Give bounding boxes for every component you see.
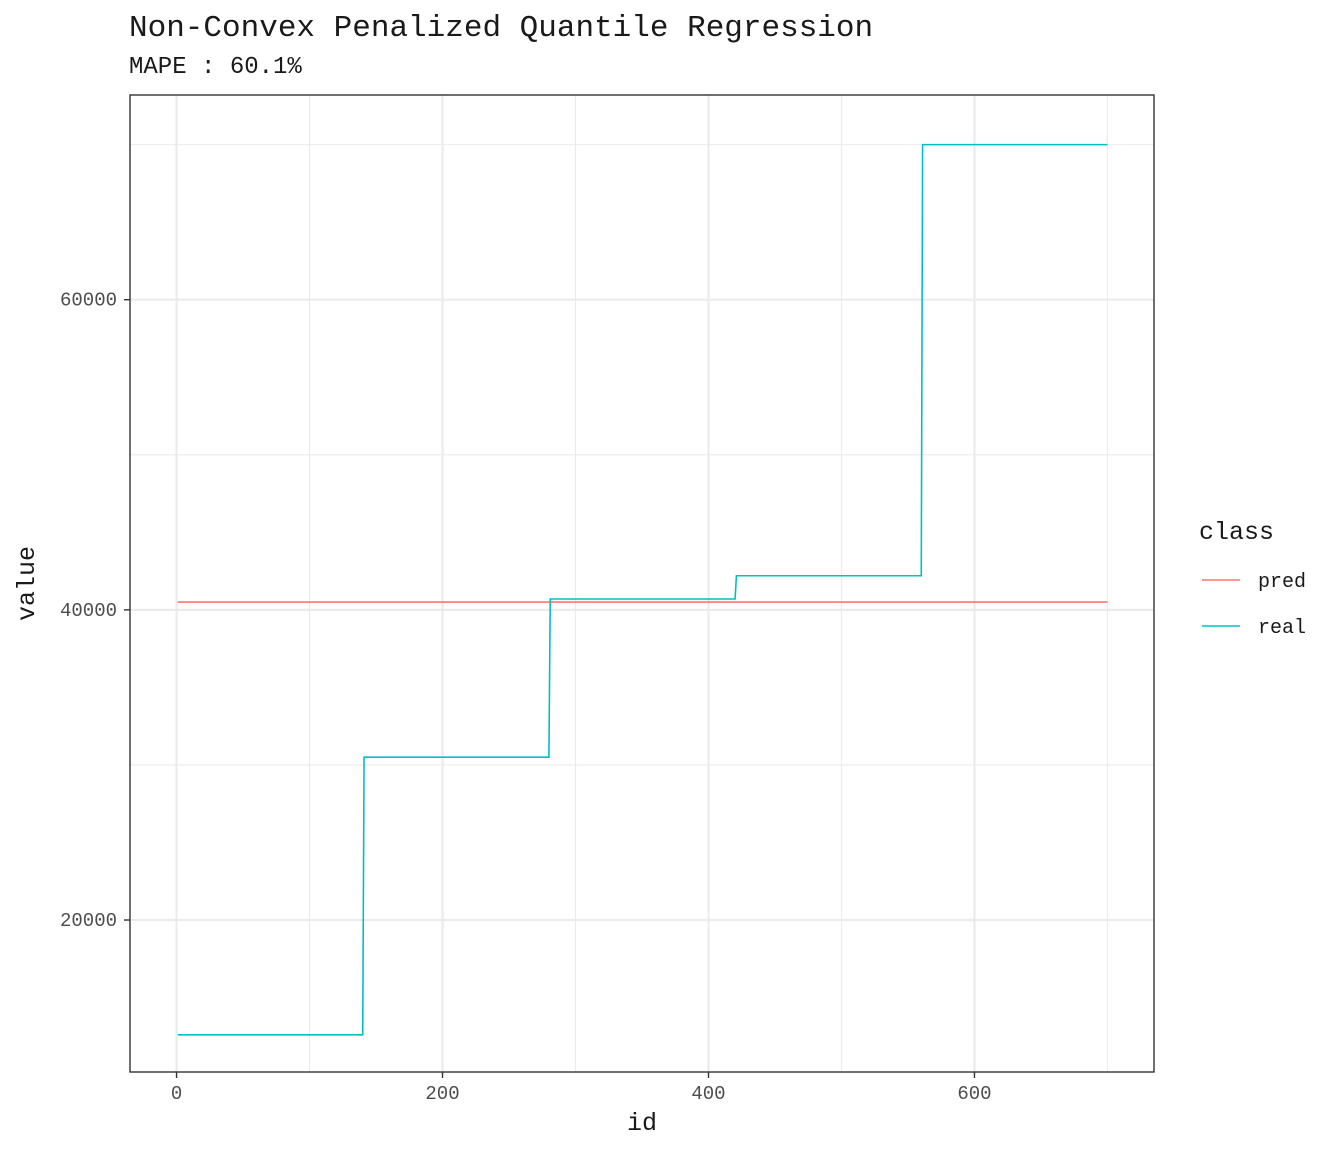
x-axis-title: id	[627, 1109, 657, 1138]
legend-title: class	[1199, 518, 1274, 547]
x-tick-label: 0	[171, 1083, 182, 1105]
plot-panel-border	[129, 94, 1155, 1073]
y-axis: 20000 40000 60000	[60, 290, 130, 932]
x-axis: 0 200 400 600	[171, 1072, 992, 1105]
x-tick-label: 200	[425, 1083, 459, 1105]
y-tick-label: 20000	[60, 910, 117, 932]
legend-label-pred: pred	[1258, 571, 1306, 594]
legend: class pred real	[1199, 518, 1306, 640]
x-tick-label: 400	[691, 1083, 725, 1105]
x-tick-label: 600	[957, 1083, 991, 1105]
major-gridlines	[130, 95, 1154, 1072]
y-axis-title: value	[13, 546, 42, 621]
chart-title: Non-Convex Penalized Quantile Regression	[129, 11, 873, 46]
series-line-real	[177, 143, 1108, 1036]
series-lines	[177, 143, 1108, 1036]
y-tick-label: 40000	[60, 600, 117, 622]
minor-gridlines	[130, 95, 1154, 1072]
legend-label-real: real	[1258, 617, 1306, 640]
y-tick-label: 60000	[60, 290, 117, 312]
chart-subtitle: MAPE : 60.1%	[129, 54, 302, 81]
